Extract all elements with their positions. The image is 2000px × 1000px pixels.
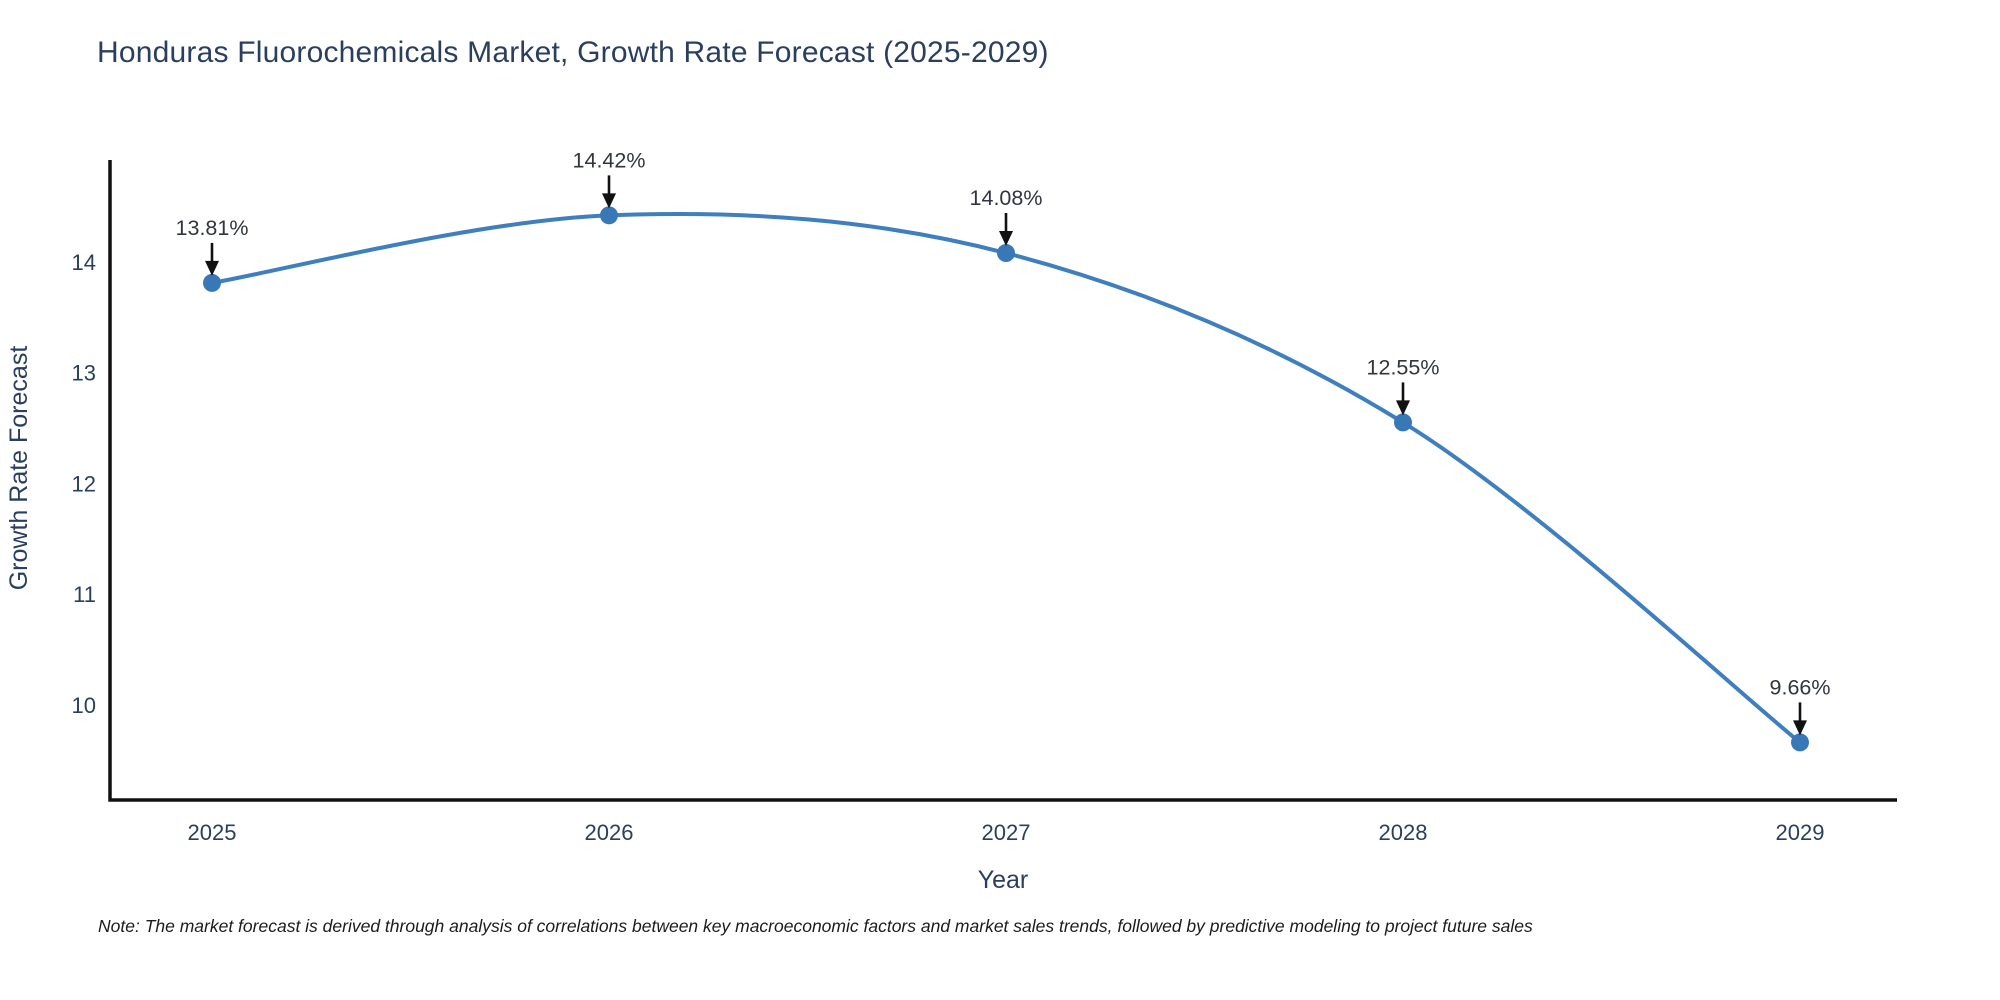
x-tick-label: 2027 bbox=[982, 820, 1031, 845]
y-axis-title: Growth Rate Forecast bbox=[5, 346, 33, 591]
y-tick-label: 14 bbox=[72, 250, 96, 275]
y-tick-label: 10 bbox=[72, 693, 96, 718]
annotation-layer: 13.81% 14.42% 14.08% 12.55% 9.66% bbox=[176, 148, 1831, 736]
footnote: Note: The market forecast is derived thr… bbox=[98, 916, 1533, 936]
point-annotation-label: 14.08% bbox=[970, 186, 1043, 210]
y-tick-label: 13 bbox=[72, 361, 96, 386]
data-point-marker bbox=[1791, 733, 1809, 752]
data-point-marker bbox=[997, 244, 1015, 263]
annotation-arrowhead bbox=[1793, 720, 1807, 736]
axis-lines bbox=[108, 160, 1897, 802]
annotation-arrowhead bbox=[1396, 400, 1410, 416]
x-tick-label: 2026 bbox=[585, 820, 634, 845]
annotation-arrowhead bbox=[999, 231, 1013, 247]
point-annotation-label: 9.66% bbox=[1770, 675, 1831, 699]
y-tick-label: 12 bbox=[72, 471, 96, 496]
annotation-arrowhead bbox=[205, 260, 219, 276]
point-annotation-label: 13.81% bbox=[176, 216, 249, 240]
y-tick-label: 11 bbox=[73, 582, 96, 607]
x-tick-label: 2028 bbox=[1379, 820, 1428, 845]
annotation-arrowhead bbox=[602, 193, 616, 209]
chart-title: Honduras Fluorochemicals Market, Growth … bbox=[97, 36, 1049, 69]
point-annotation-label: 12.55% bbox=[1367, 355, 1440, 379]
x-tick-label: 2029 bbox=[1776, 820, 1825, 845]
series-layer bbox=[203, 206, 1809, 752]
forecast-line bbox=[210, 212, 1802, 745]
data-point-marker bbox=[203, 273, 221, 292]
point-annotation-label: 14.42% bbox=[573, 148, 646, 172]
axes-layer: 10 11 12 13 14 2025 2026 2027 2028 2029 bbox=[72, 160, 1897, 845]
data-point-marker bbox=[600, 206, 618, 225]
data-point-marker bbox=[1394, 413, 1412, 432]
x-tick-label: 2025 bbox=[188, 820, 237, 845]
x-axis-title: Year bbox=[978, 866, 1029, 894]
